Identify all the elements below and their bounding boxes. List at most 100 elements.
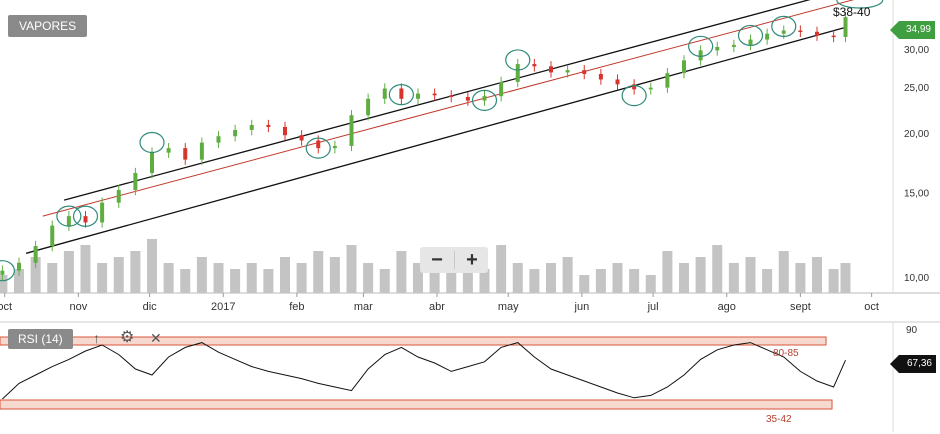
volume-bar [313,251,324,293]
x-tick-label: nov [70,301,88,313]
volume-bar [795,263,806,293]
candle-body [332,145,337,149]
zoom-out-button[interactable]: − [431,249,443,271]
volume-bar [595,269,606,293]
target-circle [836,0,884,9]
zoom-divider [454,251,455,269]
y-tick-label: 20,00 [904,129,929,140]
arrow-up-icon[interactable]: ↑ [93,330,100,346]
x-tick-label: abr [429,301,445,313]
candle-body [283,126,287,136]
volume-bar [828,269,839,293]
gear-icon[interactable]: ⚙ [120,329,135,346]
candle-body [100,202,105,223]
y-tick-label: 30,00 [904,45,929,56]
candle-body [843,17,848,37]
candle-body [233,130,238,137]
channel-mid-line [42,0,855,217]
candle-body [549,66,553,73]
candle-body [316,140,321,149]
candle-body [432,93,437,96]
x-tick-label: mar [354,301,373,313]
x-tick-label: sept [790,301,811,313]
volume-bar [496,245,507,293]
volume-bar [645,275,656,293]
volume-bar [462,257,473,293]
candle-body [715,46,720,51]
volume-bar [329,257,340,293]
candle-body [831,35,836,38]
candle-body [266,124,271,127]
highlight-circle [56,205,82,227]
y-tick-label: 10,00 [904,273,929,284]
highlight-circle [72,205,99,227]
candle-body [815,31,819,36]
trend-channel [25,0,855,254]
rsi-upper-band [0,336,827,346]
chart-title: VAPORES [8,15,88,37]
candle-body [515,64,520,82]
volume-bar [479,269,490,293]
candle-body [598,73,603,80]
candle-body [299,135,304,141]
volume-bar [662,251,673,293]
candle-body [781,30,786,34]
y-tick-label: 15,00 [904,189,929,200]
volume-bar [840,263,851,293]
candle-body [765,33,770,40]
candle-body [183,148,188,160]
volume-bar [47,263,58,293]
x-tick-label: dic [143,301,158,313]
volume-bar [296,263,307,293]
highlight-circle [388,84,414,106]
highlight-circle [471,89,498,111]
candle-body [798,30,803,33]
highlight-circles [0,0,884,282]
rsi-y-tick-label: 90 [906,325,918,336]
volume-bar [413,263,423,293]
volume-bar [280,257,290,293]
candle-body [0,270,5,275]
volume-bar [346,245,357,293]
candle-body [166,148,171,153]
rsi-line [2,342,846,400]
highlight-circle [688,35,714,57]
x-tick-label: 2017 [211,301,235,313]
candle-body [33,246,38,263]
candle-body [382,88,387,99]
candle-body [399,88,404,99]
volume-bar [180,269,191,293]
volume-bar [196,257,207,293]
candle-body [249,124,254,131]
candle-body [50,225,55,247]
x-tick-label: jul [647,301,659,313]
x-tick-label: ago [718,301,736,313]
zoom-in-button[interactable]: + [466,249,478,271]
x-tick-label: oct [0,301,12,313]
volume-bar [446,263,457,293]
volume-bar [812,257,822,293]
volume-bar [679,263,689,293]
volume-bar [97,263,108,293]
y-tick-label: 25,00 [904,83,929,94]
volume-bar [778,251,789,293]
candle-body [66,216,71,226]
candle-body [565,70,570,73]
volume-bar [712,245,723,293]
volume-bar [562,257,573,293]
x-tick-label: may [498,301,519,313]
candle-body [682,60,686,74]
volume-bar [745,257,756,293]
volume-bar [728,263,739,293]
volume-bar [213,263,224,293]
candle-body [465,97,470,101]
candle-body [449,95,454,98]
highlight-circle [621,85,647,107]
volume-bar [546,263,556,293]
volume-bar [512,263,523,293]
candle-body [116,189,121,203]
rsi-lower-band [0,399,833,410]
volume-bar [762,269,773,293]
close-icon[interactable]: ✕ [150,330,162,346]
